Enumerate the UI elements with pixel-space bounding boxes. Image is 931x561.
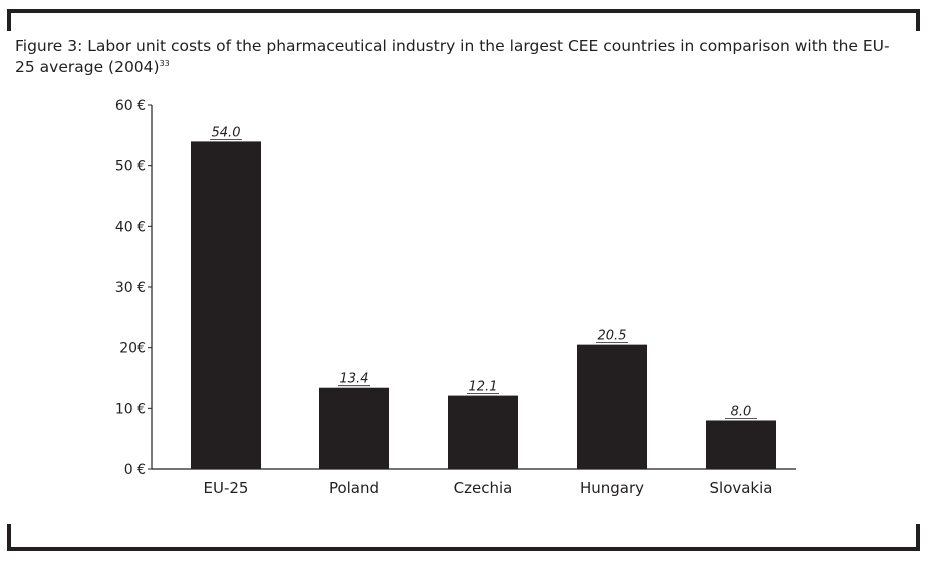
frame-top-right-tick bbox=[916, 9, 920, 31]
figure-title: Figure 3: Labor unit costs of the pharma… bbox=[15, 36, 895, 78]
footnote-ref: 33 bbox=[159, 58, 170, 68]
data-label: 13.4 bbox=[340, 372, 369, 387]
y-tick-label: 10 € bbox=[115, 401, 146, 417]
x-axis: EU-25 Poland Czechia Hungary Slovakia bbox=[152, 468, 796, 497]
frame-bottom-left-tick bbox=[7, 524, 11, 551]
x-tick-label: Czechia bbox=[454, 479, 513, 497]
y-tick-label: 40 € bbox=[115, 219, 146, 235]
frame-top-left-tick bbox=[7, 9, 11, 31]
y-tick-label: 30 € bbox=[115, 280, 146, 296]
x-tick-label: Poland bbox=[329, 479, 379, 497]
y-tick-label: 50 € bbox=[115, 159, 146, 175]
bar bbox=[191, 141, 261, 469]
x-tick-label: Slovakia bbox=[710, 479, 773, 497]
x-tick-label: EU-25 bbox=[204, 479, 249, 497]
y-tick-label: 60 € bbox=[115, 98, 146, 114]
data-label: 54.0 bbox=[212, 125, 241, 140]
bar bbox=[706, 420, 776, 469]
y-tick-label: 20€ bbox=[119, 341, 146, 357]
frame-bottom-border bbox=[7, 547, 920, 551]
y-tick-label: 0 € bbox=[124, 462, 146, 478]
y-axis: 0 € 10 € 20€ 30 € 40 € 50 € 60 € bbox=[115, 98, 153, 478]
frame-top-border bbox=[7, 9, 920, 13]
data-label: 20.5 bbox=[598, 329, 627, 344]
figure-title-text: Figure 3: Labor unit costs of the pharma… bbox=[15, 37, 890, 76]
bar bbox=[577, 344, 647, 469]
bar bbox=[319, 387, 389, 469]
frame-bottom-right-tick bbox=[916, 524, 920, 551]
x-tick-label: Hungary bbox=[580, 479, 644, 497]
data-label: 8.0 bbox=[731, 404, 752, 419]
value-labels: 54.0 13.4 12.1 20.5 8.0 bbox=[210, 125, 757, 419]
data-label: 12.1 bbox=[469, 380, 498, 395]
bars bbox=[191, 141, 776, 469]
bar bbox=[448, 395, 518, 469]
